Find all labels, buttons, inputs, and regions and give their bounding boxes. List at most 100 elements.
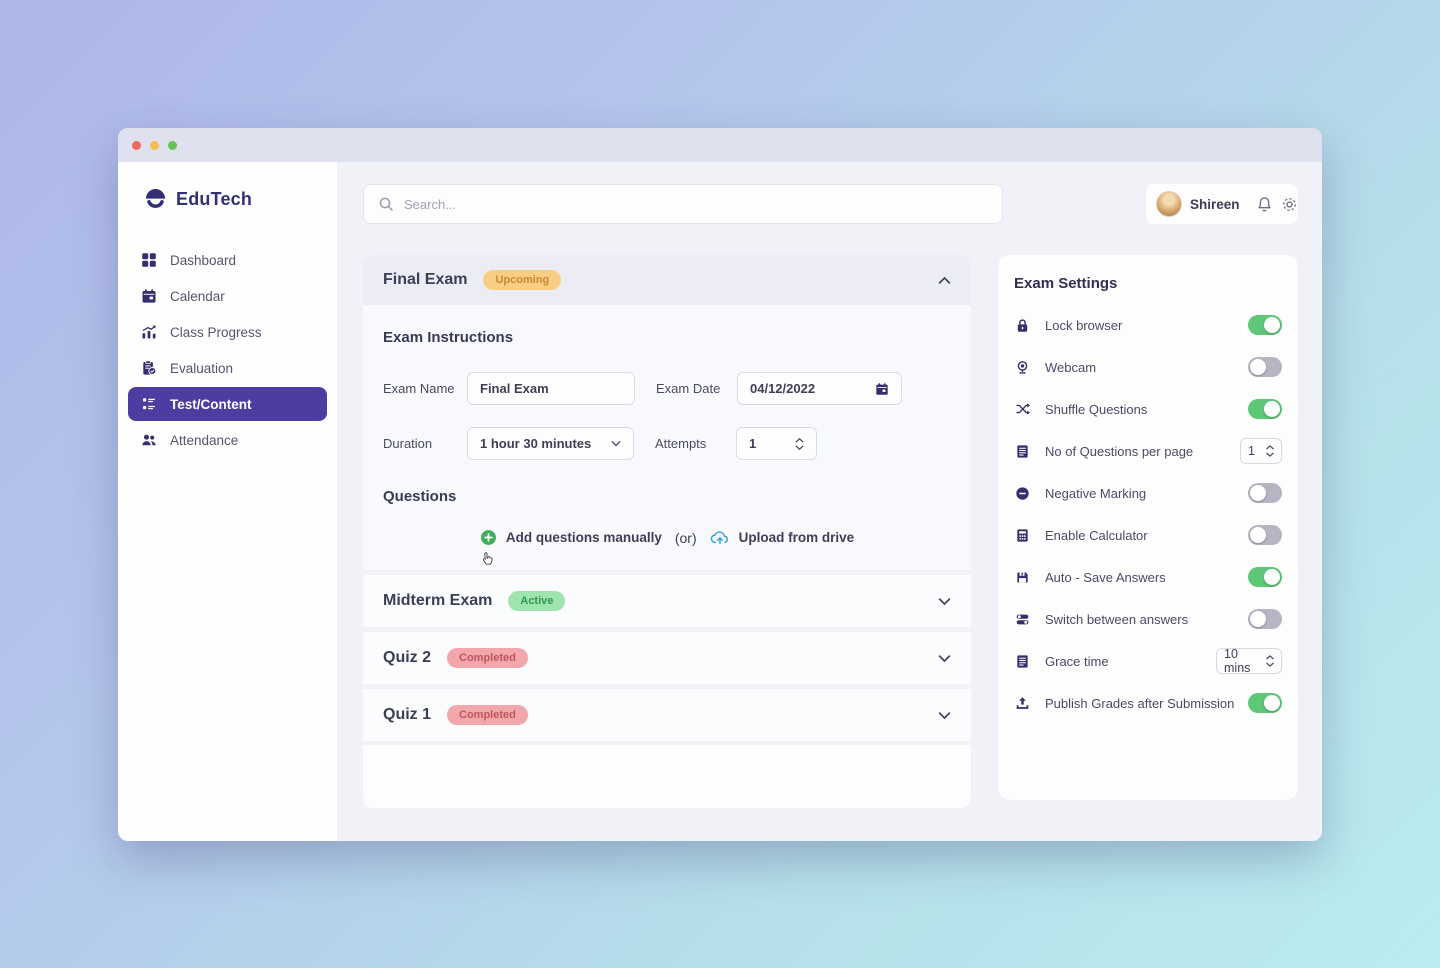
setting-row-lock-browser: Lock browser: [1014, 306, 1282, 344]
sidebar-item-test-content[interactable]: Test/Content: [128, 387, 327, 421]
main-area: Shireen Final Exam Upcoming Exam Instruc: [337, 162, 1322, 841]
cursor-pointer-icon: [479, 551, 496, 572]
attempts-label: Attempts: [655, 436, 707, 451]
exam-header-midterm-exam[interactable]: Midterm Exam Active: [363, 575, 971, 627]
setting-label: Lock browser: [1045, 317, 1123, 333]
webcam-toggle[interactable]: [1248, 357, 1282, 377]
exam-date-field[interactable]: 04/12/2022: [737, 372, 902, 405]
window-titlebar: [118, 128, 1322, 162]
shuffle-questions-toggle[interactable]: [1248, 399, 1282, 419]
status-badge: Active: [508, 591, 566, 611]
search-input[interactable]: [404, 196, 988, 212]
questions-heading: Questions: [383, 488, 457, 505]
plus-circle-icon: [480, 529, 497, 546]
status-badge: Completed: [447, 705, 528, 725]
setting-label: Enable Calculator: [1045, 527, 1148, 543]
setting-row-webcam: Webcam: [1014, 348, 1282, 386]
setting-label: Grace time: [1045, 653, 1109, 669]
class-progress-icon: [141, 324, 157, 340]
status-badge: Completed: [447, 648, 528, 668]
stepper-down-icon[interactable]: [795, 445, 804, 450]
setting-label: Publish Grades after Submission: [1045, 695, 1235, 711]
attendance-icon: [141, 432, 157, 448]
stepper-down-icon[interactable]: [1266, 662, 1274, 667]
publish-grades-toggle[interactable]: [1248, 693, 1282, 713]
setting-row-shuffle-questions: Shuffle Questions: [1014, 390, 1282, 428]
sidebar-item-evaluation[interactable]: Evaluation: [128, 351, 327, 385]
close-window-icon[interactable]: [132, 140, 141, 150]
search-bar[interactable]: [363, 184, 1003, 224]
sidebar: EduTech Dashboard Calendar Class Progres…: [118, 162, 337, 841]
sidebar-item-label: Class Progress: [170, 324, 262, 340]
switch-icon: [1014, 612, 1031, 627]
sidebar-item-label: Dashboard: [170, 252, 237, 268]
lock-icon: [1014, 318, 1031, 333]
notifications-bell-icon[interactable]: [1256, 194, 1273, 214]
exam-date-value: 04/12/2022: [750, 381, 816, 396]
grace-time-stepper[interactable]: 10 mins: [1216, 647, 1282, 675]
stepper-up-icon[interactable]: [795, 437, 804, 443]
duration-select[interactable]: 1 hour 30 minutes: [467, 427, 634, 460]
sidebar-item-label: Calendar: [170, 288, 225, 304]
final-exam-panel: Exam Instructions Exam Name Exam Date 04…: [363, 305, 971, 570]
setting-row-auto-save: Auto - Save Answers: [1014, 558, 1282, 596]
accordion-footer-spacer: [363, 745, 971, 808]
exam-header-quiz-1[interactable]: Quiz 1 Completed: [363, 689, 971, 741]
setting-label: Negative Marking: [1045, 485, 1147, 501]
settings-gear-icon[interactable]: [1281, 194, 1298, 214]
sidebar-item-attendance[interactable]: Attendance: [128, 423, 327, 457]
stepper-up-icon[interactable]: [1266, 445, 1274, 450]
chevron-down-icon: [938, 654, 951, 663]
chevron-up-icon: [938, 276, 951, 285]
exam-settings-title: Exam Settings: [1014, 275, 1118, 292]
exam-title: Quiz 1: [383, 706, 432, 723]
edutech-logo-icon: [144, 188, 167, 211]
auto-save-answers-toggle[interactable]: [1248, 567, 1282, 587]
enable-calculator-toggle[interactable]: [1248, 525, 1282, 545]
chevron-down-icon: [938, 597, 951, 606]
status-badge: Upcoming: [483, 270, 562, 290]
stepper-value: 10 mins: [1224, 647, 1251, 675]
attempts-stepper[interactable]: 1: [736, 427, 817, 460]
setting-label: Switch between answers: [1045, 611, 1189, 627]
add-questions-label: Add questions manually: [505, 530, 662, 545]
calendar-icon: [141, 288, 157, 304]
exam-name-label: Exam Name: [383, 381, 455, 396]
shuffle-icon: [1014, 401, 1031, 417]
add-questions-manually-button[interactable]: Add questions manually: [480, 529, 662, 565]
upload-from-drive-label: Upload from drive: [738, 530, 855, 545]
setting-row-grace-time: Grace time 10 mins: [1014, 642, 1282, 680]
exam-title: Quiz 2: [383, 649, 432, 666]
sidebar-item-label: Test/Content: [170, 396, 252, 412]
exam-header-quiz-2[interactable]: Quiz 2 Completed: [363, 632, 971, 684]
app-window: EduTech Dashboard Calendar Class Progres…: [118, 128, 1322, 841]
maximize-window-icon[interactable]: [168, 140, 177, 150]
test-content-icon: [141, 396, 157, 412]
sidebar-item-label: Evaluation: [170, 360, 234, 376]
lock-browser-toggle[interactable]: [1248, 315, 1282, 335]
negative-marking-toggle[interactable]: [1248, 483, 1282, 503]
minimize-window-icon[interactable]: [150, 140, 159, 150]
chevron-down-icon: [611, 440, 621, 447]
sidebar-item-class-progress[interactable]: Class Progress: [128, 315, 327, 349]
calendar-picker-icon[interactable]: [875, 382, 889, 396]
document-lines-icon: [1014, 444, 1031, 459]
exam-name-field-wrap: [467, 372, 635, 405]
upload-from-drive-button[interactable]: Upload from drive: [710, 530, 855, 545]
exam-name-input[interactable]: [480, 381, 622, 396]
sidebar-item-dashboard[interactable]: Dashboard: [128, 243, 327, 277]
avatar[interactable]: [1156, 191, 1182, 217]
switch-between-answers-toggle[interactable]: [1248, 609, 1282, 629]
stepper-up-icon[interactable]: [1266, 655, 1274, 660]
exam-accordion: Final Exam Upcoming Exam Instructions Ex…: [363, 255, 971, 808]
calculator-icon: [1014, 528, 1031, 543]
exam-header-final-exam[interactable]: Final Exam Upcoming: [363, 255, 971, 305]
setting-row-enable-calculator: Enable Calculator: [1014, 516, 1282, 554]
exam-settings-panel: Exam Settings Lock browser Webcam Shuffl…: [998, 255, 1298, 800]
sidebar-item-calendar[interactable]: Calendar: [128, 279, 327, 313]
or-label: (or): [674, 529, 697, 546]
stepper-down-icon[interactable]: [1266, 452, 1274, 457]
sidebar-item-label: Attendance: [170, 432, 239, 448]
minus-circle-icon: [1014, 486, 1031, 501]
questions-per-page-stepper[interactable]: 1: [1240, 438, 1282, 464]
